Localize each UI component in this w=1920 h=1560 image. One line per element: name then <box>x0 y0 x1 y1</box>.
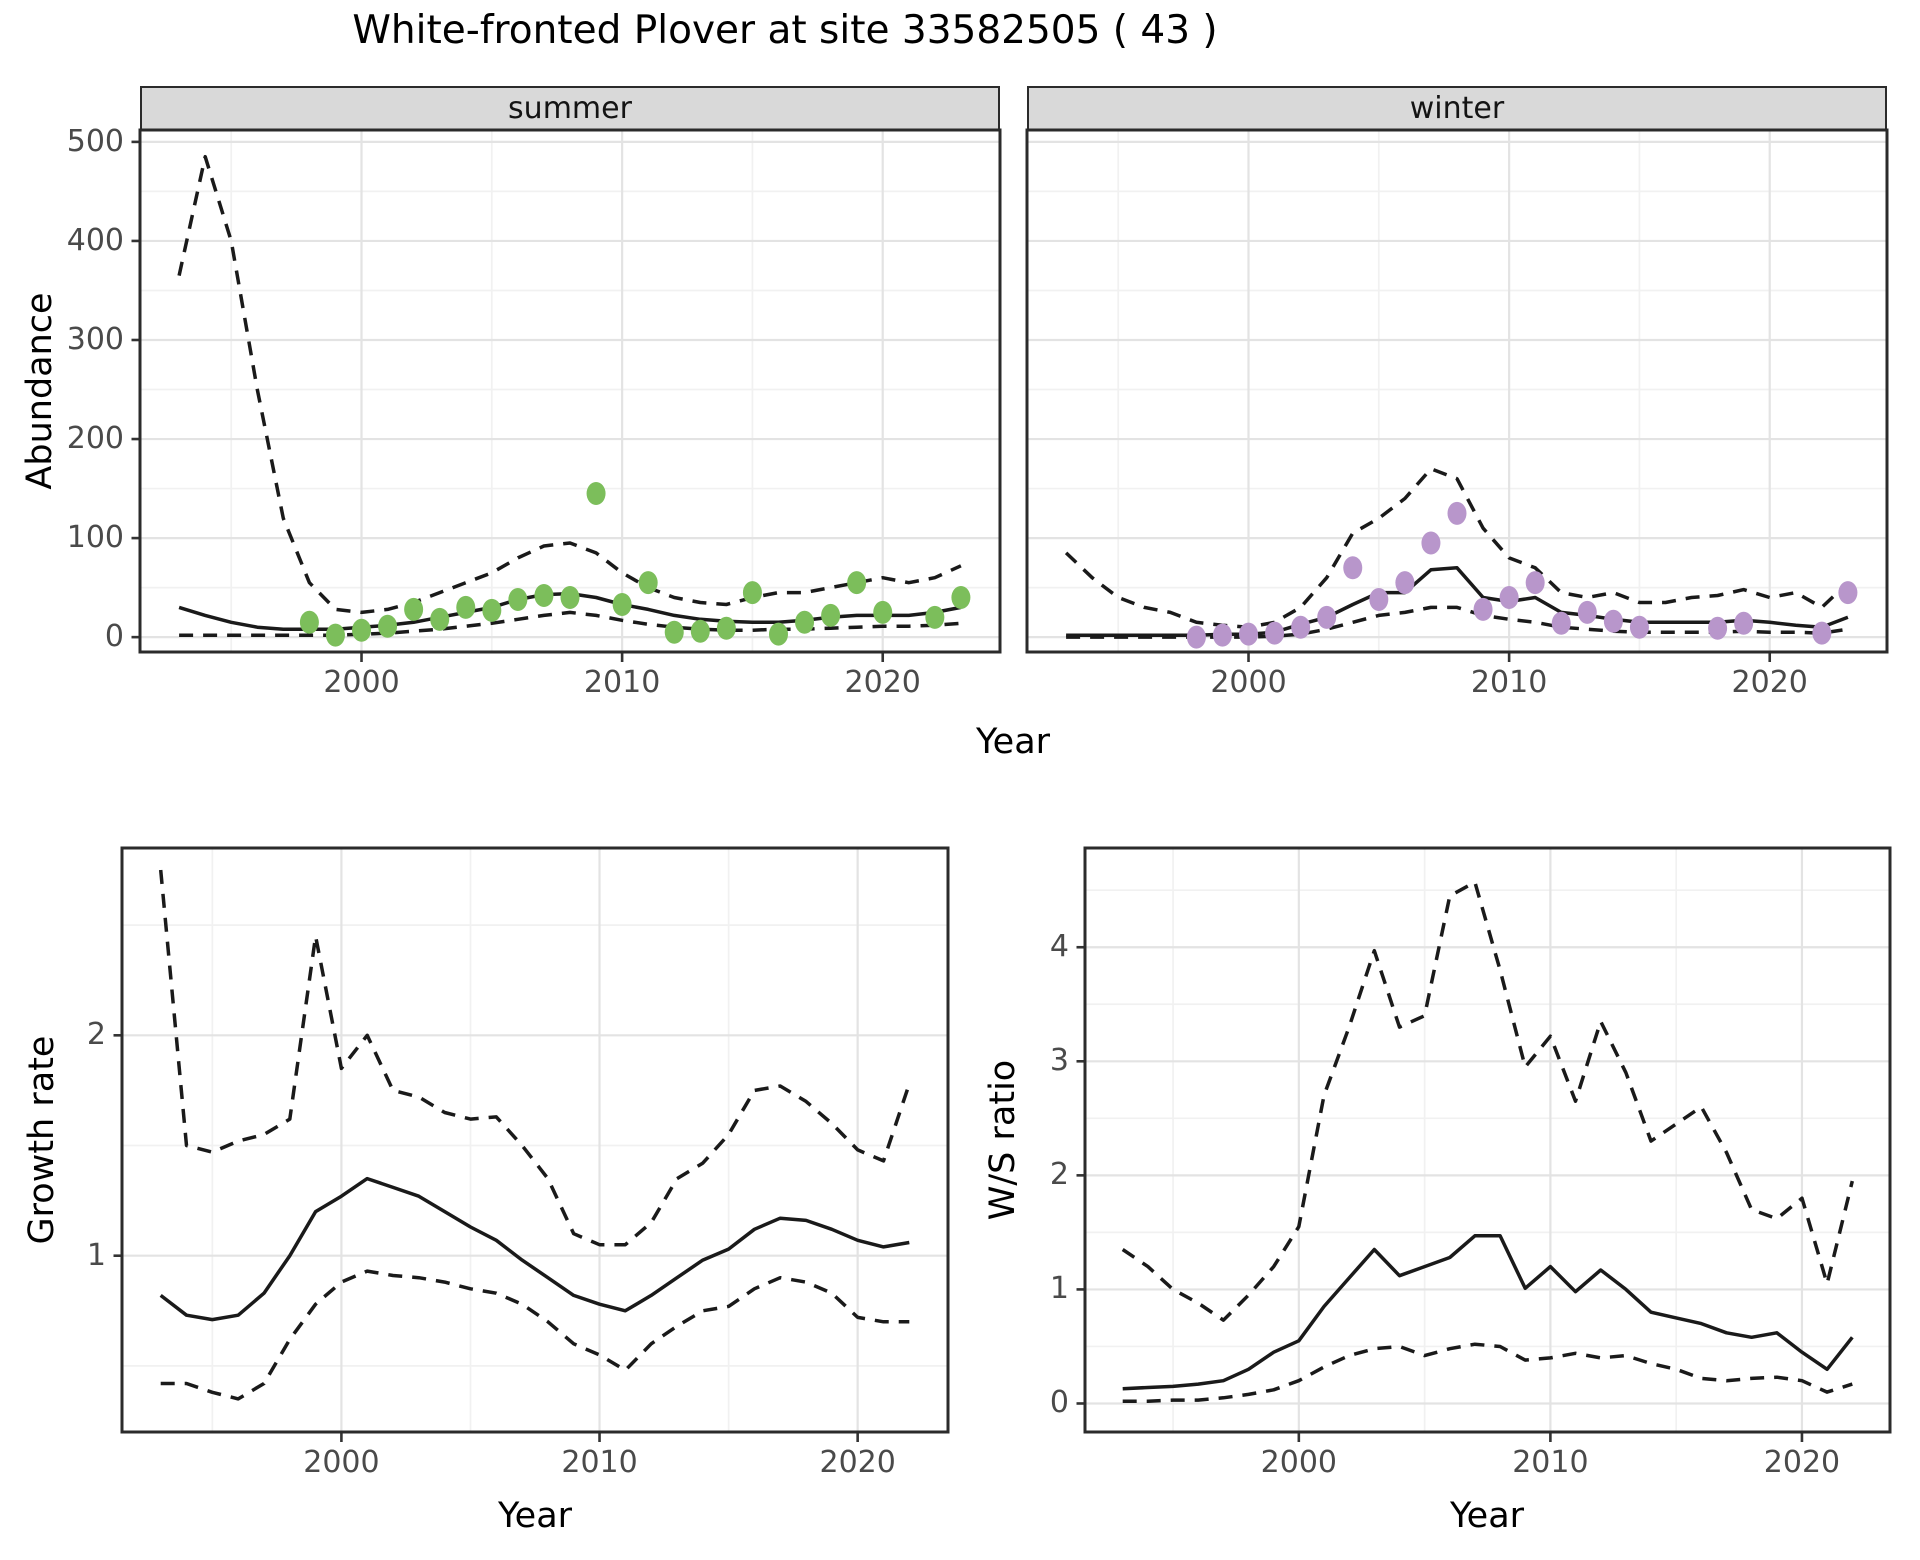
y-axis-tick-label: 3 <box>1049 1043 1069 1079</box>
x-axis-tick-label: 2000 <box>1210 665 1287 700</box>
panel-growth-rate <box>113 846 950 1442</box>
y-axis-tick-label: 1 <box>1049 1271 1069 1307</box>
x-axis-tick-label: 2010 <box>561 1445 638 1480</box>
panel-ws-ratio <box>1076 846 1892 1442</box>
y-axis-tick-label: 500 <box>66 123 124 159</box>
y-axis-tick-label: 2 <box>1049 1157 1069 1193</box>
x-axis-title-top: Year <box>975 722 1051 762</box>
y-axis-tick-label: 400 <box>66 222 124 258</box>
y-axis-tick-label: 4 <box>1049 929 1069 965</box>
facet-strip-summer-label: summer <box>508 91 632 126</box>
y-axis-tick-label: 0 <box>104 619 124 655</box>
plot-title: White-fronted Plover at site 33582505 ( … <box>352 8 1218 53</box>
y-axis-tick-label: 0 <box>1049 1385 1069 1421</box>
x-axis-tick-label: 2000 <box>323 665 400 700</box>
panel-abundance-winter <box>1025 128 1889 662</box>
x-axis-tick-label: 2000 <box>303 1445 380 1480</box>
x-axis-tick-label: 2010 <box>583 665 661 700</box>
x-axis-tick-label: 2010 <box>1512 1445 1589 1480</box>
facet-strip-summer: summer <box>140 86 1000 131</box>
x-axis-title-ws: Year <box>1449 1496 1525 1536</box>
facet-strip-winter-label: winter <box>1409 91 1505 126</box>
x-axis-tick-label: 2000 <box>1260 1445 1338 1480</box>
y-axis-tick-label: 200 <box>66 421 124 457</box>
x-axis-tick-label: 2020 <box>819 1445 896 1480</box>
y-axis-title-abundance: Abundance <box>20 292 60 490</box>
y-axis-tick-label: 100 <box>66 520 124 556</box>
x-axis-title-growth: Year <box>497 1496 573 1536</box>
x-axis-tick-label: 2020 <box>1731 665 1808 700</box>
y-axis-title-growth-rate: Growth rate <box>22 1035 62 1245</box>
x-axis-tick-label: 2020 <box>844 665 921 700</box>
panel-abundance-summer <box>131 128 1002 662</box>
y-axis-title-ws-ratio: W/S ratio <box>983 1059 1023 1221</box>
y-axis-tick-label: 1 <box>86 1237 106 1273</box>
y-axis-tick-label: 2 <box>86 1017 106 1053</box>
x-axis-tick-label: 2020 <box>1763 1445 1841 1480</box>
x-axis-tick-label: 2010 <box>1470 665 1548 700</box>
y-axis-tick-label: 300 <box>66 321 124 357</box>
